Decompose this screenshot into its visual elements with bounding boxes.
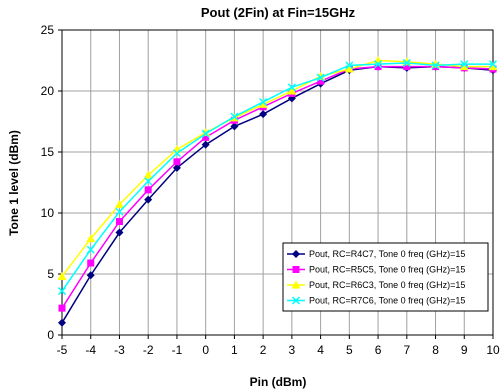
- x-tick-label: 3: [289, 343, 296, 357]
- data-point: [374, 63, 382, 71]
- series-line: [61, 62, 493, 292]
- data-point: [172, 149, 181, 158]
- data-point: [57, 287, 67, 296]
- data-point: [258, 99, 268, 108]
- data-point: [115, 218, 123, 226]
- data-point: [201, 127, 211, 136]
- x-axis-title: Pin (dBm): [250, 375, 307, 389]
- data-point: [114, 199, 124, 208]
- chart-title: Pout (2Fin) at Fin=15GHz: [201, 5, 356, 20]
- data-point: [488, 62, 498, 71]
- data-point: [87, 259, 95, 267]
- data-point: [86, 234, 96, 243]
- x-tick-label: -2: [143, 343, 154, 357]
- data-point: [259, 97, 268, 107]
- data-point: [58, 304, 66, 312]
- y-tick-label: 20: [41, 84, 55, 98]
- legend-item-1: Pout, RC=R4C7, Tone 0 freq (GHz)=15: [287, 249, 465, 259]
- x-tick-label: -1: [172, 343, 183, 357]
- data-point: [374, 60, 383, 69]
- data-point: [202, 133, 210, 141]
- x-tick-label: 8: [432, 343, 439, 357]
- data-point: [317, 77, 325, 85]
- data-point: [201, 129, 210, 138]
- data-point: [201, 140, 210, 149]
- data-point: [144, 186, 152, 194]
- x-tick-label: 0: [202, 343, 209, 357]
- plot-area: [61, 29, 494, 336]
- data-point: [115, 207, 124, 216]
- y-axis-title: Tone 1 level (dBm): [7, 130, 21, 236]
- y-tick-label: 15: [41, 145, 55, 159]
- legend-item-4: Pout, RC=R7C6, Tone 0 freq (GHz)=15: [287, 296, 465, 306]
- series-group: [57, 56, 498, 327]
- series-line: [61, 59, 493, 277]
- x-tick-label: -5: [57, 343, 68, 357]
- legend-item-2: Pout, RC=R5C5, Tone 0 freq (GHz)=15: [287, 265, 465, 275]
- data-point: [459, 62, 469, 71]
- x-tick-label: 5: [346, 343, 353, 357]
- data-point: [230, 112, 239, 121]
- legend-swatch-marker: [291, 296, 301, 305]
- data-point: [402, 58, 411, 67]
- data-point: [144, 195, 153, 204]
- data-point: [287, 86, 297, 95]
- legend-swatch-marker: [291, 280, 301, 289]
- x-tick-label: 7: [403, 343, 410, 357]
- data-point: [316, 73, 325, 82]
- data-point: [58, 318, 66, 327]
- data-point: [173, 158, 181, 166]
- x-tick-label: -4: [85, 343, 96, 357]
- data-point: [230, 122, 239, 131]
- series-line: [61, 65, 494, 309]
- legend-label: Pout, RC=R4C7, Tone 0 freq (GHz)=15: [309, 249, 465, 259]
- legend-swatch-marker: [292, 250, 300, 258]
- x-axis-ticks: -5 -4 -3 -2 -1 0 1 2 3 4 5 6 7 8 9 10: [57, 335, 500, 357]
- data-point: [86, 271, 95, 280]
- x-tick-label: 1: [231, 343, 238, 357]
- legend-item-3: Pout, RC=R6C3, Tone 0 freq (GHz)=15: [287, 280, 465, 290]
- x-tick-label: 9: [461, 343, 468, 357]
- data-point: [403, 63, 411, 71]
- x-tick-label: 4: [317, 343, 324, 357]
- x-tick-label: -3: [114, 343, 125, 357]
- y-tick-label: 5: [47, 267, 54, 281]
- data-point: [287, 83, 296, 92]
- data-point: [172, 163, 181, 172]
- legend-label: Pout, RC=R7C6, Tone 0 freq (GHz)=15: [309, 296, 465, 306]
- legend-swatch-marker: [292, 266, 300, 273]
- legend-label: Pout, RC=R5C5, Tone 0 freq (GHz)=15: [309, 265, 465, 275]
- y-tick-label: 10: [41, 206, 55, 220]
- legend: Pout, RC=R4C7, Tone 0 freq (GHz)=15 Pout,…: [282, 242, 489, 312]
- data-point: [460, 60, 469, 69]
- x-tick-label: 10: [486, 343, 500, 357]
- data-point: [115, 228, 124, 237]
- series-4: [57, 58, 498, 296]
- data-point: [344, 64, 354, 73]
- legend-box: [282, 242, 489, 312]
- legend-label: Pout, RC=R6C3, Tone 0 freq (GHz)=15: [309, 280, 465, 290]
- data-point: [259, 110, 268, 119]
- data-point: [144, 177, 153, 186]
- y-tick-label: 25: [41, 23, 55, 37]
- y-tick-label: 0: [47, 328, 54, 342]
- data-point: [345, 61, 354, 70]
- data-point: [57, 271, 67, 280]
- data-point: [86, 245, 95, 254]
- x-tick-label: 6: [375, 343, 382, 357]
- y-axis-ticks: 0 5 10 15 20 25: [41, 23, 62, 342]
- data-point: [431, 61, 440, 70]
- x-tick-label: 2: [260, 343, 267, 357]
- data-point: [143, 170, 153, 179]
- data-point: [488, 60, 498, 69]
